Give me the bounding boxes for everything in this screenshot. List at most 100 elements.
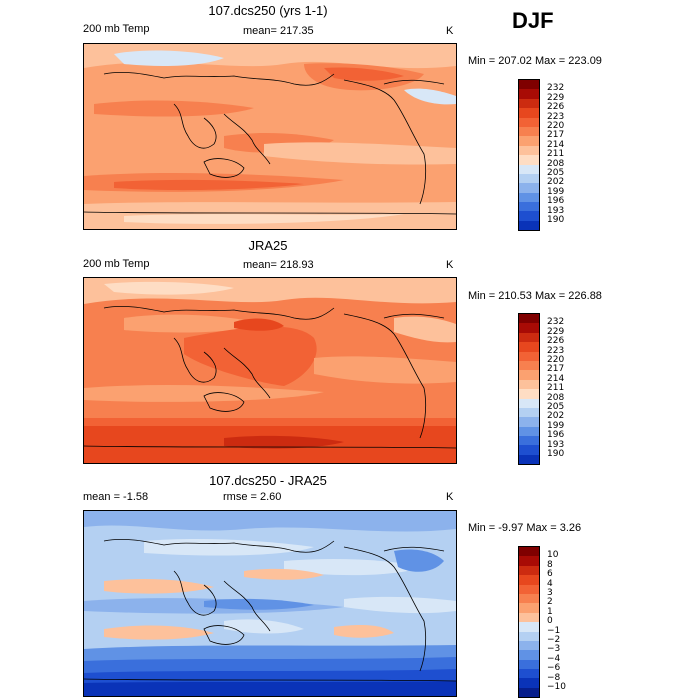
colorbar-swatch <box>519 220 539 231</box>
units-label: K <box>446 259 454 271</box>
colorbar-tick-label: 232 <box>547 83 565 94</box>
colorbar-tick-label: 217 <box>547 130 565 141</box>
panel-title: 107.dcs250 (yrs 1-1) <box>208 3 328 18</box>
colorbar-tick-label: 214 <box>547 373 565 384</box>
colorbar-swatch <box>519 98 539 109</box>
variable-label: 200 mb Temp <box>83 23 150 35</box>
mean-label: mean= 217.35 <box>243 25 314 37</box>
colorbar-swatch <box>519 192 539 203</box>
colorbar-swatch <box>519 342 539 352</box>
colorbar-swatch <box>519 631 539 641</box>
colorbar-tick-label: 205 <box>547 402 565 412</box>
colorbar-tick-label: 208 <box>547 158 565 169</box>
colorbar-swatch <box>519 445 539 455</box>
colorbar-tick-label: 193 <box>547 439 565 450</box>
colorbar <box>518 313 540 466</box>
colorbar-swatch <box>519 332 539 343</box>
colorbar-swatch <box>519 398 539 408</box>
panel-title: JRA25 <box>248 238 288 253</box>
colorbar-swatch <box>519 370 539 380</box>
colorbar-swatch <box>519 351 539 361</box>
temperature-field <box>84 278 456 463</box>
variable-label: 200 mb Temp <box>83 258 150 270</box>
colorbar-swatch <box>519 389 539 399</box>
season-label: DJF <box>512 8 554 33</box>
rmse-label: rmse = 2.60 <box>223 491 282 503</box>
colorbar-tick-label: −1 <box>547 625 561 636</box>
colorbar-tick-label: 223 <box>547 345 565 356</box>
colorbar-tick-label: 199 <box>547 186 565 197</box>
colorbar-tick-label: −6 <box>547 663 561 674</box>
colorbar-tick-label: −8 <box>547 672 561 683</box>
map-panel <box>83 277 457 464</box>
colorbar-swatch <box>519 575 539 585</box>
colorbar-swatch <box>519 323 539 333</box>
mean-label: mean= 218.93 <box>243 259 314 271</box>
colorbar-swatch <box>519 584 539 594</box>
colorbar-swatch <box>519 126 539 137</box>
colorbar-tick-label: 4 <box>547 578 553 589</box>
colorbar-tick-label: −10 <box>547 682 566 692</box>
colorbar <box>518 79 540 232</box>
colorbar-swatch <box>519 407 539 418</box>
colorbar-tick-label: 193 <box>547 205 565 216</box>
colorbar-swatch <box>519 379 539 390</box>
colorbar-swatch <box>519 640 539 651</box>
temperature-field <box>84 44 456 229</box>
colorbar-tick-label: 226 <box>547 336 565 347</box>
map-panel <box>83 43 457 230</box>
colorbar-tick-label: 196 <box>547 196 565 207</box>
units-label: K <box>446 491 454 503</box>
units-label: K <box>446 25 454 37</box>
colorbar-swatch <box>519 314 539 324</box>
colorbar-swatch <box>519 136 539 146</box>
colorbar-tick-label: 232 <box>547 317 565 328</box>
colorbar-swatch <box>519 436 539 446</box>
colorbar-tick-label: 8 <box>547 559 553 570</box>
colorbar-tick-label: 202 <box>547 177 565 188</box>
colorbar-tick-label: −4 <box>547 653 561 664</box>
colorbar-swatch <box>519 593 539 604</box>
colorbar-swatch <box>519 659 539 670</box>
colorbar-swatch <box>519 565 539 576</box>
colorbar-tick-label: 196 <box>547 430 565 441</box>
colorbar-swatch <box>519 426 539 437</box>
colorbar-swatch <box>519 145 539 156</box>
colorbar-swatch <box>519 173 539 184</box>
colorbar-tick-label: 217 <box>547 364 565 375</box>
colorbar-tick-label: 220 <box>547 121 565 131</box>
colorbar-tick-label: 202 <box>547 411 565 422</box>
colorbar-swatch <box>519 650 539 660</box>
panel-title: 107.dcs250 - JRA25 <box>209 473 327 488</box>
colorbar-tick-label: 1 <box>547 606 553 617</box>
colorbar-swatch <box>519 687 539 698</box>
colorbar-tick-label: 199 <box>547 420 565 431</box>
colorbar-swatch <box>519 80 539 90</box>
colorbar-tick-label: 6 <box>547 569 553 580</box>
colorbar-swatch <box>519 556 539 566</box>
colorbar-swatch <box>519 89 539 99</box>
colorbar-tick-label: 229 <box>547 92 565 103</box>
colorbar-tick-label: 2 <box>547 597 553 608</box>
colorbar-swatch <box>519 202 539 212</box>
minmax-label: Min = -9.97 Max = 3.26 <box>468 522 582 534</box>
colorbar-tick-label: 211 <box>547 149 565 160</box>
colorbar-tick-label: 223 <box>547 111 565 122</box>
difference-field <box>84 511 456 696</box>
minmax-label: Min = 210.53 Max = 226.88 <box>468 290 602 302</box>
colorbar-tick-label: 220 <box>547 355 565 365</box>
colorbar-swatch <box>519 669 539 679</box>
colorbar-tick-label: 190 <box>547 215 565 225</box>
colorbar-swatch <box>519 417 539 427</box>
colorbar-tick-label: 226 <box>547 102 565 113</box>
colorbar-swatch <box>519 108 539 118</box>
colorbar-swatch <box>519 183 539 193</box>
colorbar-tick-label: −2 <box>547 635 561 645</box>
colorbar-tick-label: 214 <box>547 139 565 150</box>
colorbar-swatch <box>519 360 539 371</box>
colorbar-swatch <box>519 612 539 623</box>
colorbar-tick-label: 205 <box>547 168 565 178</box>
colorbar-tick-label: 190 <box>547 449 565 459</box>
colorbar-swatch <box>519 622 539 632</box>
colorbar-swatch <box>519 547 539 557</box>
